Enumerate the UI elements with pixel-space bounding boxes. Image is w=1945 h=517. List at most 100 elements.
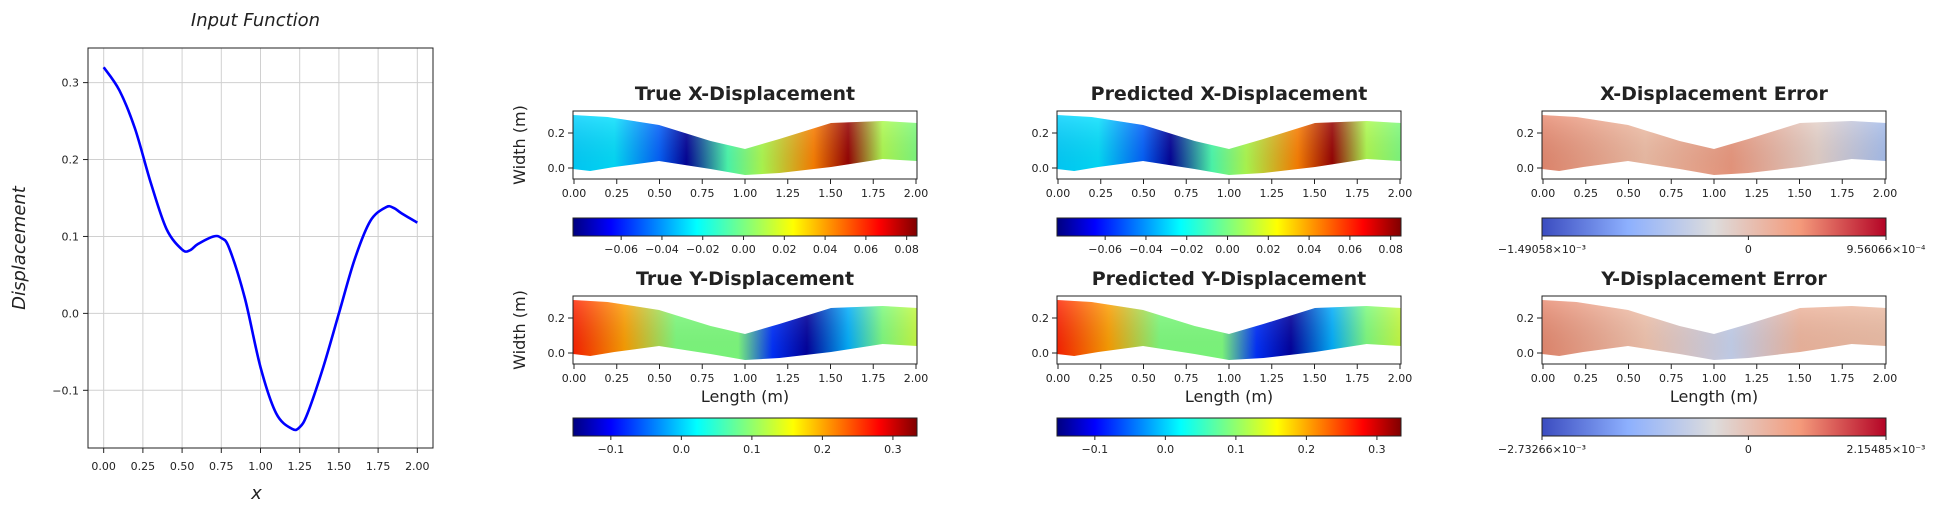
x-tick-label: 0.50 — [1131, 372, 1156, 385]
x-tick-label: 0.25 — [1089, 187, 1114, 200]
y-tick-label: 0.1 — [62, 230, 80, 243]
colorbar-tick-label: −2.73266×10⁻³ — [1498, 443, 1586, 456]
x-tick-label: 1.50 — [1787, 372, 1812, 385]
colorbar-tick-label: 0 — [1745, 443, 1752, 456]
x-tick-label: 1.00 — [733, 372, 758, 385]
y-axis-label: Displacement — [9, 185, 30, 310]
colorbar-tick-label: 0.08 — [894, 243, 919, 256]
y-tick-label: 0.2 — [548, 127, 566, 140]
x-tick-label: 1.75 — [861, 372, 886, 385]
heatmap-panel: Predicted X-Displacement 0.2 0.0 0.00 0.25 0.… — [1032, 83, 1413, 256]
x-tick-label: 1.00 — [733, 187, 758, 200]
colorbar-tick-label: 0.02 — [1256, 243, 1281, 256]
x-tick-label: 1.00 — [248, 460, 273, 473]
x-tick-label: 1.25 — [776, 187, 801, 200]
x-tick-label: 1.50 — [1787, 187, 1812, 200]
panel-title: True X-Displacement — [635, 83, 855, 105]
colorbar-tick-label: −1.49058×10⁻³ — [1498, 243, 1586, 256]
colorbar-tick-label: 2.15485×10⁻³ — [1847, 443, 1926, 456]
x-tick-label: 0.25 — [1089, 372, 1114, 385]
x-tick-label: 1.50 — [818, 187, 843, 200]
x-tick-label: 1.25 — [287, 460, 312, 473]
colorbar-tick-label: 0.06 — [1338, 243, 1363, 256]
x-tick-label: 1.00 — [1702, 372, 1727, 385]
colorbar-tick-label: 0.08 — [1378, 243, 1403, 256]
field-shading — [1542, 300, 1886, 360]
heatmap-panel: Predicted Y-Displacement 0.2 0.0 0.00 0.25 0.… — [1032, 268, 1413, 456]
panel-title: Y-Displacement Error — [1600, 268, 1827, 290]
x-tick-label: 2.00 — [904, 187, 929, 200]
x-tick-label: 2.00 — [904, 372, 929, 385]
panel-title: Predicted Y-Displacement — [1092, 268, 1367, 290]
y-tick-label: 0.2 — [548, 312, 566, 325]
colorbar-tick-label: 0.1 — [1227, 443, 1245, 456]
colorbar-tick-label: 0.2 — [1298, 443, 1316, 456]
x-tick-label: 1.00 — [1217, 372, 1242, 385]
colorbar-tick-label: 0.00 — [1215, 243, 1240, 256]
x-tick-label: 0.75 — [690, 372, 715, 385]
field-shading — [573, 115, 917, 175]
colorbar-tick-label: 0.04 — [1297, 243, 1322, 256]
x-tick-label: 0.25 — [1574, 372, 1599, 385]
x-tick-label: 0.75 — [1174, 187, 1199, 200]
panel-title: X-Displacement Error — [1600, 83, 1828, 105]
x-tick-label: 1.50 — [818, 372, 843, 385]
chart-title: Input Function — [191, 10, 320, 31]
x-tick-label: 1.25 — [1745, 372, 1770, 385]
x-tick-label: 0.75 — [209, 460, 234, 473]
colorbar-tick-label: 0.04 — [813, 243, 838, 256]
x-tick-label: 1.75 — [1345, 187, 1370, 200]
colorbar-tick-label: 0.02 — [772, 243, 797, 256]
x-tick-label: 0.00 — [1531, 187, 1556, 200]
colorbar-tick-label: 0.1 — [743, 443, 761, 456]
plot-frame — [87, 47, 434, 449]
colorbar-tick-label: −0.06 — [604, 243, 638, 256]
y-axis-label: Width (m) — [510, 290, 529, 370]
x-tick-label: 0.25 — [605, 187, 630, 200]
x-tick-label: 0.50 — [1616, 187, 1641, 200]
x-tick-label: 0.00 — [91, 460, 116, 473]
y-tick-label: 0.0 — [1032, 347, 1050, 360]
x-tick-label: 1.00 — [1702, 187, 1727, 200]
colorbar-tick-label: 0.00 — [731, 243, 756, 256]
heatmap-panel: X-Displacement Error 0.2 0.0 0.00 0.25 0.50 0.… — [1498, 83, 1926, 256]
x-tick-label: 2.00 — [1388, 187, 1413, 200]
y-tick-label: 0.3 — [62, 77, 80, 90]
y-tick-label: 0.2 — [1517, 312, 1535, 325]
panel-title: True Y-Displacement — [636, 268, 854, 290]
x-tick-label: 1.75 — [1830, 372, 1855, 385]
x-tick-label: 0.50 — [170, 460, 195, 473]
colorbar — [1541, 417, 1887, 437]
y-tick-label: 0.0 — [548, 347, 566, 360]
colorbar-tick-label: 0.0 — [673, 443, 691, 456]
x-tick-label: 1.75 — [1345, 372, 1370, 385]
heatmap-panel: True Y-Displacement 0.2 0.0 0.00 0.25 0.50 0.7… — [510, 268, 928, 456]
x-tick-label: 1.50 — [327, 460, 352, 473]
x-tick-label: 0.75 — [1174, 372, 1199, 385]
colorbar-tick-label: 0.06 — [854, 243, 879, 256]
y-tick-label: 0.2 — [1032, 127, 1050, 140]
x-tick-label: 2.00 — [1873, 187, 1898, 200]
y-tick-label: 0.0 — [1517, 347, 1535, 360]
x-tick-label: 1.50 — [1302, 372, 1327, 385]
colorbar-tick-label: −0.04 — [1129, 243, 1163, 256]
colorbar-tick-label: −0.06 — [1088, 243, 1122, 256]
heatmap-panel: Y-Displacement Error 0.2 0.0 0.00 0.25 0.50 0.… — [1498, 268, 1926, 456]
y-tick-label: 0.0 — [62, 307, 80, 320]
x-tick-label: 2.00 — [1388, 372, 1413, 385]
colorbar — [572, 417, 918, 437]
x-tick-label: 0.50 — [1616, 372, 1641, 385]
x-axis-label: Length (m) — [1670, 387, 1758, 406]
field-shading — [1057, 115, 1401, 175]
x-tick-label: 1.75 — [861, 187, 886, 200]
x-tick-label: 1.50 — [1302, 187, 1327, 200]
series-line — [102, 66, 418, 432]
x-tick-label: 0.75 — [1659, 372, 1684, 385]
field-shading — [573, 300, 917, 360]
colorbar-tick-label: −0.02 — [686, 243, 720, 256]
x-tick-label: 0.75 — [1659, 187, 1684, 200]
colorbar-tick-label: 0.3 — [1368, 443, 1386, 456]
colorbar-tick-label: 9.56066×10⁻⁴ — [1847, 243, 1927, 256]
x-tick-label: 1.25 — [1260, 372, 1285, 385]
